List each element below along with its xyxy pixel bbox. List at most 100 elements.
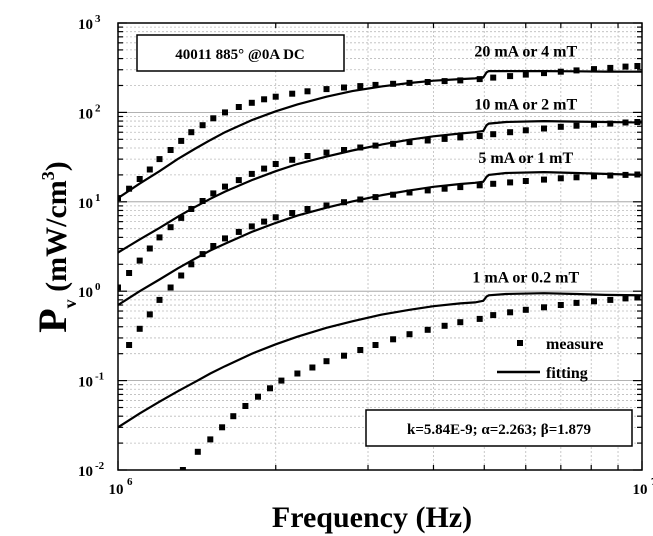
- measure-point: [278, 377, 285, 384]
- measure-point: [557, 123, 564, 130]
- measure-point: [199, 198, 206, 204]
- measure-point: [267, 385, 273, 392]
- legend-marker-measure: [517, 340, 523, 346]
- measure-point: [622, 295, 629, 302]
- measure-point: [372, 342, 379, 348]
- measure-point: [261, 165, 268, 172]
- measure-point: [118, 284, 121, 291]
- measure-point: [210, 115, 217, 122]
- measure-point: [167, 284, 174, 291]
- measure-point: [457, 77, 464, 84]
- y-axis-label-units-close: ): [40, 161, 73, 171]
- measure-point: [179, 467, 186, 470]
- measure-point: [304, 153, 311, 159]
- measure-point: [304, 206, 311, 212]
- measure-point: [309, 364, 316, 371]
- measure-point: [607, 64, 614, 71]
- measure-point: [476, 133, 483, 139]
- measure-point: [476, 182, 483, 189]
- measure-point: [199, 251, 206, 258]
- measure-point: [507, 179, 514, 186]
- measure-point: [424, 79, 431, 85]
- measure-point: [323, 202, 330, 209]
- y-tick-label: 10: [78, 106, 93, 122]
- measure-point: [522, 71, 529, 78]
- measure-point: [136, 257, 143, 264]
- measure-point: [522, 306, 529, 313]
- measure-point: [341, 352, 347, 359]
- measure-point: [156, 234, 163, 241]
- measure-point: [136, 325, 143, 332]
- plot-frame: [117, 22, 643, 471]
- measure-point: [406, 331, 413, 338]
- measure-point: [424, 326, 431, 333]
- measure-point: [304, 88, 311, 95]
- y-tick-label-exponent: 1: [95, 192, 101, 204]
- measure-point: [573, 67, 580, 74]
- measure-point: [441, 135, 448, 142]
- measure-point: [507, 73, 514, 80]
- y-tick-label-exponent: 3: [95, 13, 101, 25]
- measure-point: [235, 104, 242, 110]
- measure-point: [441, 78, 448, 85]
- measure-point: [406, 139, 413, 146]
- x-tick-label: 10: [109, 482, 124, 498]
- y-axis-label-sub: v: [60, 299, 80, 308]
- measure-point: [357, 347, 364, 353]
- x-tick-label: 10: [633, 482, 648, 498]
- measure-point: [167, 224, 174, 231]
- measure-point: [441, 322, 448, 329]
- measure-point: [507, 129, 514, 136]
- measure-point: [194, 448, 201, 455]
- measure-point: [235, 228, 242, 235]
- measure-point: [490, 180, 497, 187]
- measure-point: [272, 161, 279, 167]
- measure-point: [357, 196, 364, 203]
- measure-point: [457, 319, 464, 326]
- measure-point: [289, 210, 296, 216]
- legend-label-fitting: fitting: [546, 365, 588, 382]
- measure-point: [289, 90, 296, 97]
- measure-point: [199, 122, 206, 129]
- measure-point: [230, 413, 237, 420]
- measure-point: [541, 176, 547, 183]
- measure-point: [607, 120, 614, 127]
- series-annotation-0: 20 mA or 4 mT: [474, 44, 577, 61]
- measure-point: [323, 149, 330, 156]
- measure-point: [136, 176, 143, 182]
- measure-point: [490, 74, 497, 81]
- measure-point: [219, 424, 226, 431]
- measure-point: [441, 185, 448, 192]
- measure-point: [118, 195, 121, 202]
- measure-point: [222, 183, 228, 190]
- measure-point: [126, 342, 133, 348]
- measure-point: [541, 70, 547, 77]
- measure-point: [406, 189, 413, 196]
- measure-point: [573, 122, 580, 129]
- measure-point: [167, 147, 174, 153]
- measure-point: [390, 336, 397, 343]
- measure-point: [507, 309, 514, 316]
- measure-point: [272, 93, 279, 100]
- measure-point: [591, 121, 597, 128]
- measure-point: [248, 170, 255, 177]
- measure-point: [210, 190, 217, 197]
- measure-point: [591, 173, 597, 180]
- y-tick-label: 10: [78, 285, 93, 301]
- measure-point: [372, 142, 379, 149]
- measure-point: [294, 370, 301, 377]
- measure-point: [357, 144, 364, 151]
- fitting-line-3: [118, 292, 642, 429]
- y-tick-label-exponent: 0: [95, 281, 101, 293]
- grid-layer: [118, 23, 642, 470]
- legend: measure fitting: [497, 336, 603, 382]
- measure-point: [156, 296, 163, 303]
- measure-point: [235, 177, 242, 184]
- measure-point: [476, 76, 483, 83]
- y-tick-label: 10: [78, 196, 93, 212]
- measure-point: [289, 156, 296, 163]
- x-tick-label-exponent: 7: [651, 476, 653, 488]
- measure-point: [406, 79, 413, 86]
- y-axis-label-main: P: [30, 308, 75, 332]
- title-box-text: 40011 885° @0A DC: [175, 47, 305, 63]
